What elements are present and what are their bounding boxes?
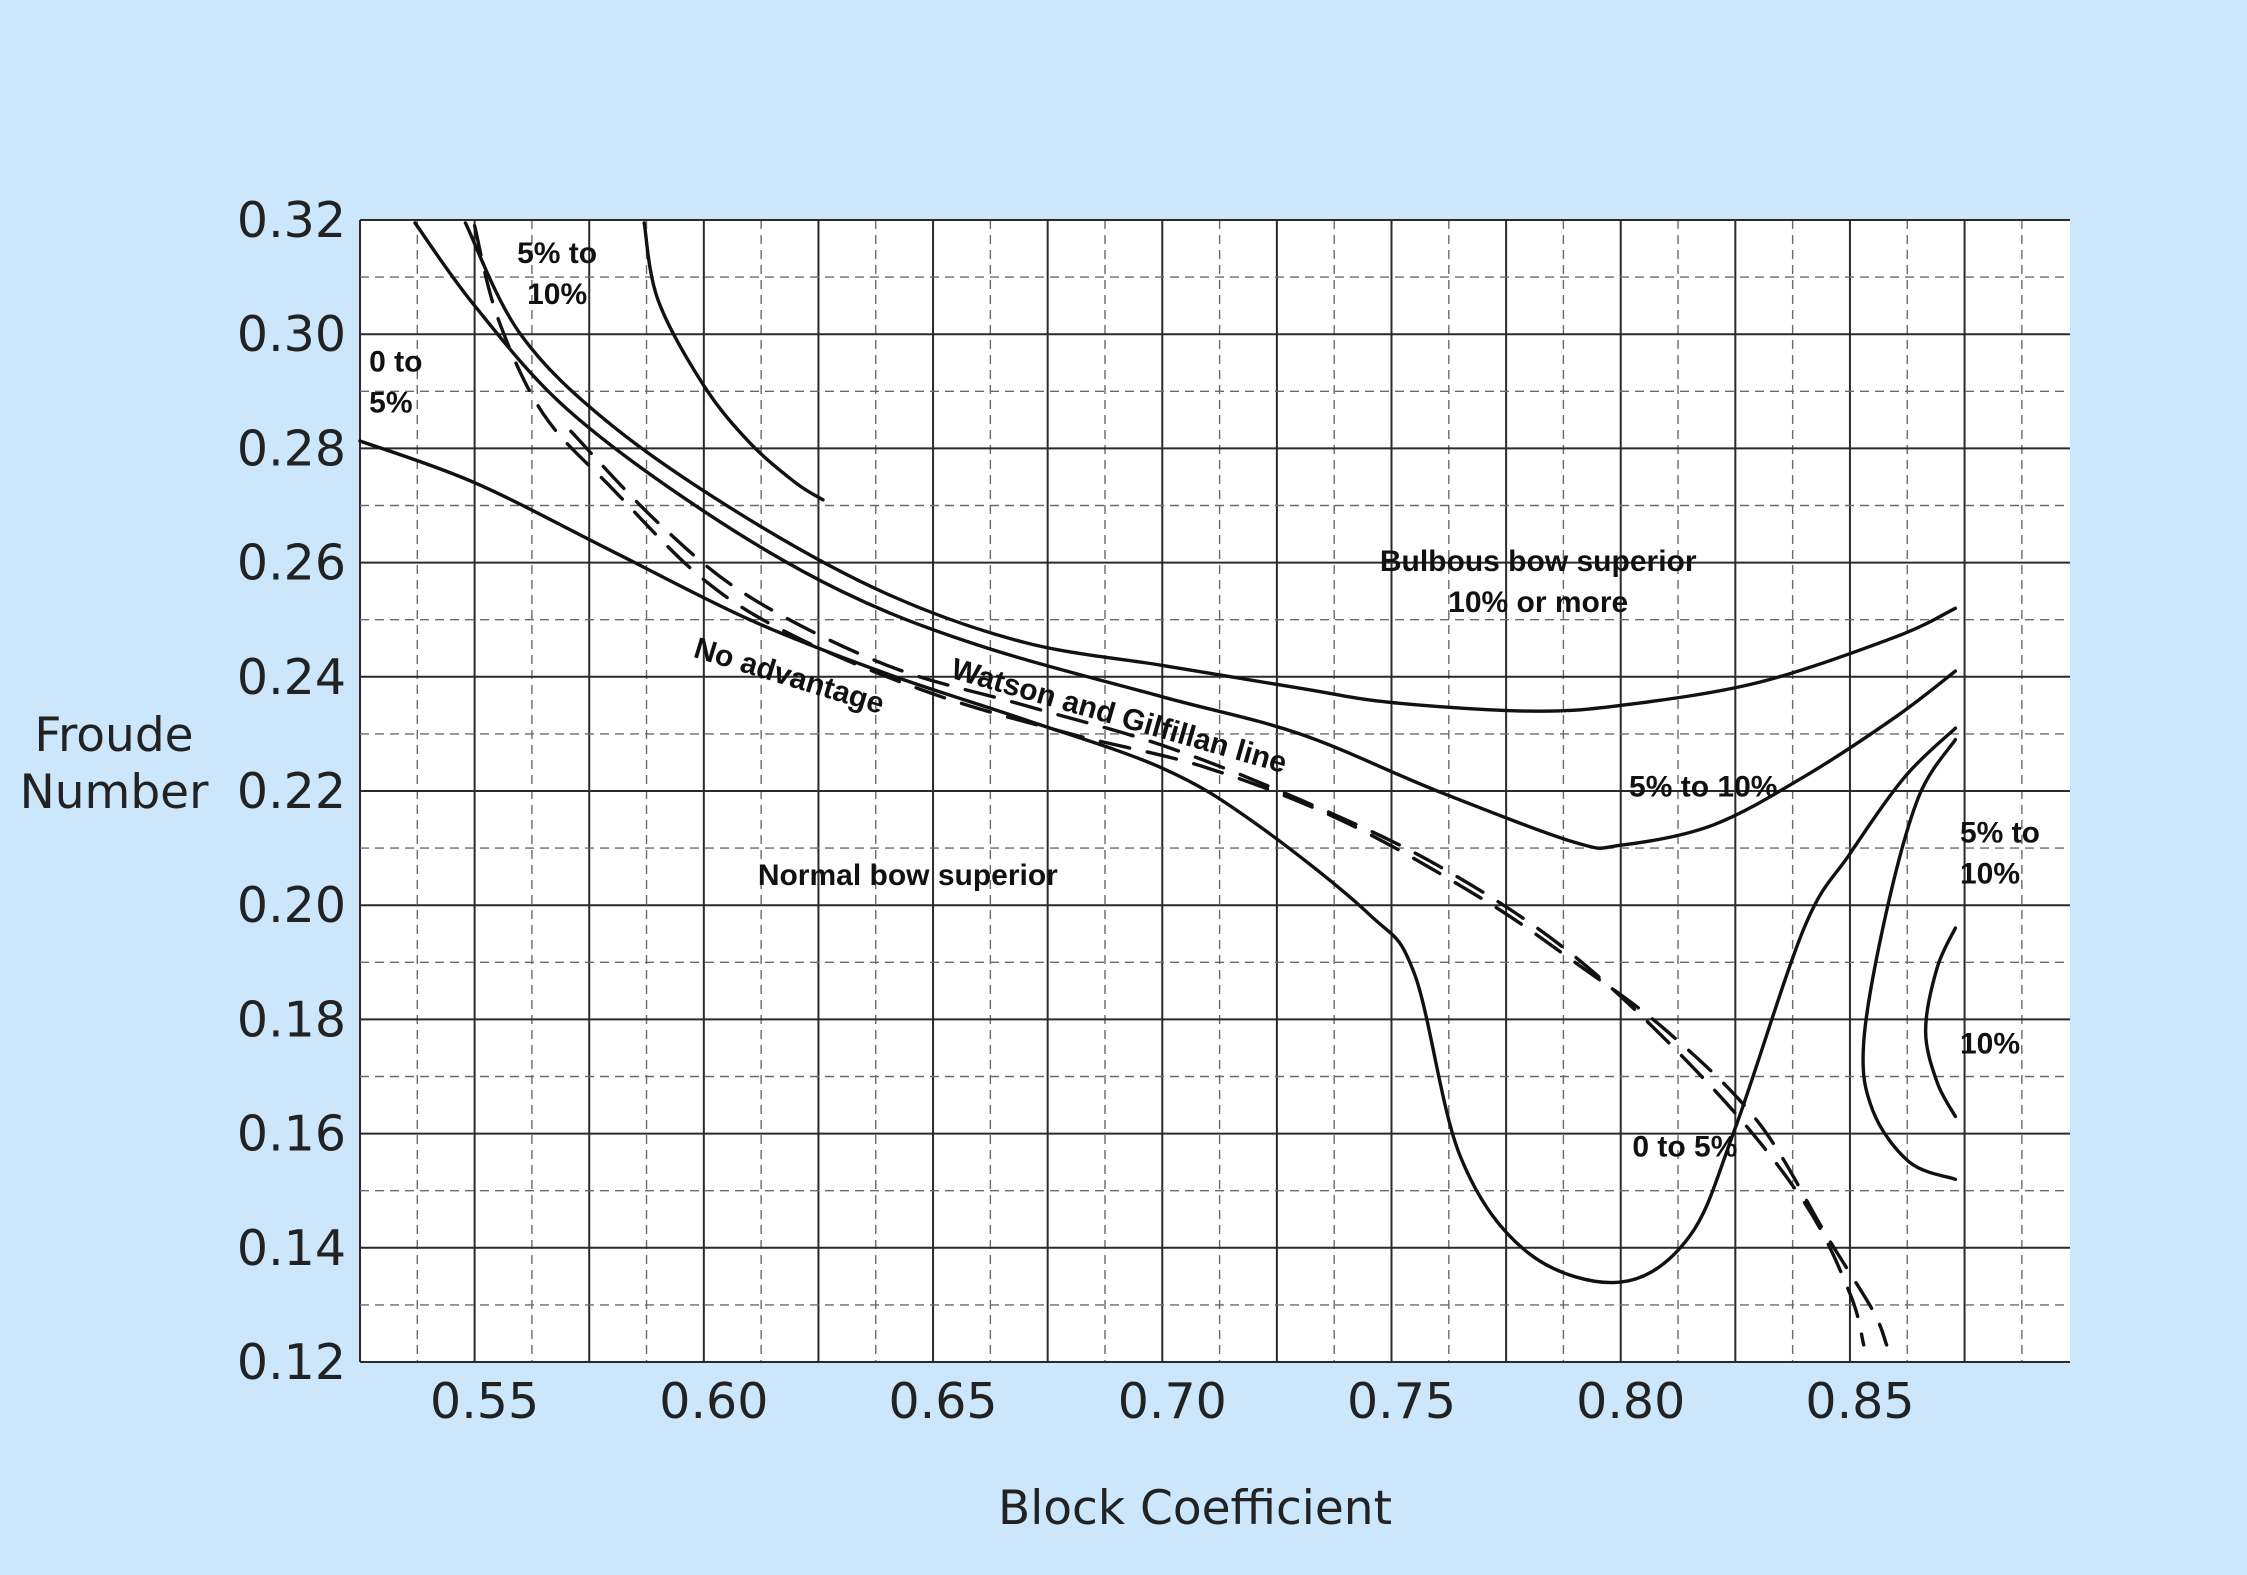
y-axis-title-line-2: Number <box>20 765 209 820</box>
annotation-label: Bulbous bow superior 10% or more <box>1380 545 1697 619</box>
y-tick-label: 0.24 <box>237 649 346 706</box>
annotation-label: 5% to 10% <box>1960 816 2040 890</box>
curve-8 <box>1923 926 1958 1119</box>
x-tick-label: 0.75 <box>1347 1373 1456 1430</box>
annotation-label: 5% to 10% <box>517 237 597 311</box>
x-tick-label: 0.85 <box>1805 1373 1914 1430</box>
annotation-label: 5% to 10% <box>1629 771 1777 804</box>
y-tick-label: 0.12 <box>237 1334 346 1391</box>
curve-3 <box>463 221 1958 713</box>
curve-7 <box>1861 737 1958 1181</box>
y-tick-label: 0.22 <box>237 763 346 820</box>
x-axis-title: Block Coefficient <box>998 1481 1392 1536</box>
curve-6 <box>569 429 1866 1347</box>
annotation-label: Normal bow superior <box>758 859 1058 892</box>
curve-1 <box>358 439 1958 1285</box>
x-tick-label: 0.80 <box>1576 1373 1685 1430</box>
x-axis-ticks: 0.55 0.60 0.65 0.70 0.75 0.80 0.85 <box>430 1373 1914 1430</box>
x-tick-label: 0.60 <box>659 1373 768 1430</box>
y-tick-label: 0.26 <box>237 535 346 592</box>
y-axis-title-line-1: Froude <box>34 708 193 763</box>
x-tick-label: 0.65 <box>889 1373 998 1430</box>
curve-5 <box>472 224 1889 1347</box>
annotation-label: 0 to 5% <box>1632 1130 1737 1163</box>
x-tick-label: 0.55 <box>430 1373 539 1430</box>
y-tick-label: 0.28 <box>237 420 346 477</box>
grid <box>359 219 2070 1363</box>
y-tick-label: 0.20 <box>237 877 346 934</box>
y-axis-ticks: 0.32 0.30 0.28 0.26 0.24 0.22 0.20 0.18 0.16 0.14… <box>237 192 346 1391</box>
y-tick-label: 0.16 <box>237 1106 346 1163</box>
curve-2 <box>413 221 1958 850</box>
annotation-label: 10% <box>1960 1028 2020 1061</box>
y-tick-label: 0.14 <box>237 1220 346 1277</box>
curve-4 <box>642 221 825 502</box>
y-tick-label: 0.32 <box>237 192 346 249</box>
x-tick-label: 0.70 <box>1118 1373 1227 1430</box>
annotation-label: 0 to 5% <box>369 345 422 419</box>
curves <box>358 221 1958 1347</box>
y-tick-label: 0.30 <box>237 306 346 363</box>
y-tick-label: 0.18 <box>237 991 346 1048</box>
